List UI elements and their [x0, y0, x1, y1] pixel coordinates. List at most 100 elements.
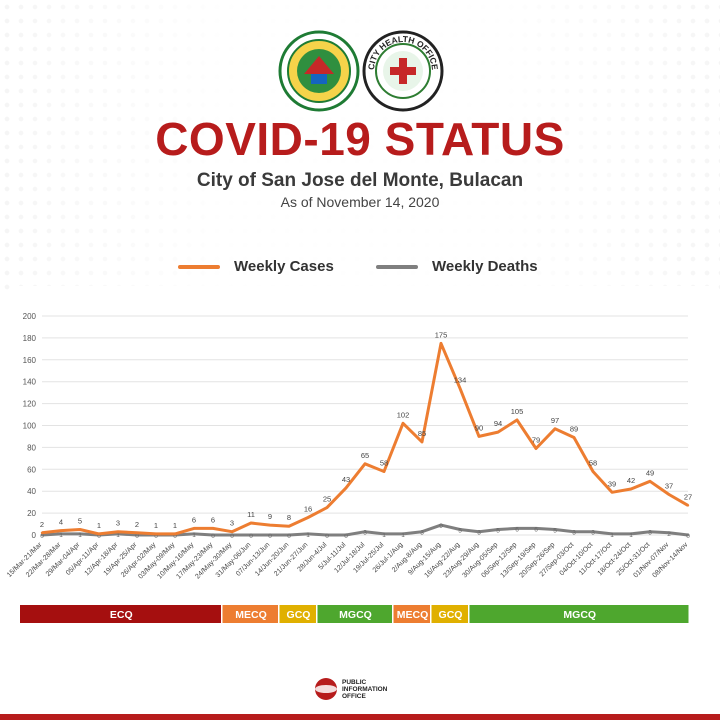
legend-swatch-cases — [178, 264, 220, 269]
cases-series-point — [306, 516, 310, 519]
deaths-series-point — [458, 528, 462, 531]
deaths-series-point — [344, 533, 348, 537]
cases-series-data-label: 5 — [78, 517, 82, 526]
y-tick-label: 140 — [23, 378, 37, 387]
page-subtitle: City of San Jose del Monte, Bulacan — [196, 170, 524, 191]
y-tick-label: 160 — [23, 356, 37, 365]
deaths-series-data-label: 3 — [477, 530, 481, 537]
cases-series-point — [116, 530, 120, 533]
cases-series-data-label: 79 — [532, 435, 540, 444]
cases-series-point — [382, 470, 386, 473]
y-tick-label: 40 — [27, 487, 36, 496]
cases-series-point — [97, 532, 101, 536]
cases-series-data-label: 1 — [154, 521, 158, 530]
deaths-series-data-label: 0 — [211, 533, 215, 540]
deaths-series-data-label: 0 — [154, 533, 158, 540]
deaths-series-data-label: 0 — [173, 533, 177, 540]
cases-series-point — [78, 528, 82, 531]
phase-band-mgcq — [469, 605, 689, 623]
cases-series-data-label: 58 — [589, 458, 597, 467]
cases-series-point — [553, 427, 557, 430]
y-tick-label: 60 — [27, 465, 36, 474]
legend-swatch-deaths — [376, 264, 418, 269]
cases-series-data-label: 11 — [247, 510, 255, 519]
deaths-series-point — [553, 528, 557, 531]
chart-legend: Weekly Cases Weekly Deaths — [0, 258, 720, 278]
cases-series-point — [667, 493, 671, 496]
deaths-series-data-label: 0 — [230, 533, 234, 540]
deaths-series-point — [686, 533, 690, 537]
deaths-series-data-label: 0 — [268, 533, 272, 540]
deaths-series-data-label: 1 — [629, 532, 633, 539]
deaths-series-point — [116, 532, 120, 536]
chart-panel — [10, 286, 710, 648]
deaths-series-point — [439, 523, 443, 527]
deaths-series-point — [420, 530, 424, 533]
cases-series-data-label: 8 — [287, 513, 291, 522]
cases-series-data-label: 9 — [268, 512, 272, 521]
deaths-series-data-label: 5 — [458, 528, 462, 535]
deaths-series-data-label: 9 — [439, 523, 443, 530]
cases-series-point — [534, 447, 538, 450]
deaths-series-data-label: 1 — [401, 532, 405, 539]
cases-series-data-label: 1 — [97, 521, 101, 530]
deaths-series-data-label: 6 — [515, 526, 519, 533]
deaths-series-data-label: 0 — [287, 533, 291, 540]
deaths-series-data-label: 1 — [192, 532, 196, 539]
deaths-series-point — [230, 533, 234, 537]
deaths-series-data-label: 1 — [116, 532, 120, 539]
cases-series-data-label: 90 — [475, 423, 483, 432]
pio-logo-line-2: INFORMATION — [342, 686, 388, 693]
page-title: COVID-19 STATUS — [155, 113, 565, 165]
deaths-series-data-label: 1 — [59, 532, 63, 539]
deaths-series-point — [249, 533, 253, 537]
deaths-series-point — [192, 532, 196, 536]
deaths-series-data-label: 2 — [667, 531, 671, 538]
phase-label: MECQ — [235, 609, 267, 621]
cases-series-point — [344, 486, 348, 490]
cases-series-data-label: 85 — [418, 429, 426, 438]
cases-series-point — [173, 532, 177, 536]
cases-series-point — [249, 521, 253, 525]
deaths-series-data-label: 0 — [135, 533, 139, 540]
deaths-series-data-label: 5 — [496, 528, 500, 535]
deaths-series-data-label: 5 — [553, 528, 557, 535]
cases-series-point — [648, 480, 652, 483]
cases-series-data-label: 25 — [323, 495, 331, 504]
deaths-series-point — [382, 532, 386, 536]
deaths-series-data-label: 3 — [363, 530, 367, 537]
cases-series-data-label: 65 — [361, 451, 369, 460]
cases-series-data-label: 27 — [684, 492, 692, 501]
deaths-series-point — [648, 530, 652, 533]
cases-series-point — [496, 430, 500, 434]
cases-series-point — [268, 523, 272, 527]
deaths-series-data-label: 1 — [306, 532, 310, 539]
deaths-series-data-label: 3 — [572, 530, 576, 537]
cases-series-data-label: 97 — [551, 416, 559, 425]
city-seal-icon — [278, 30, 360, 112]
cases-series-point — [572, 436, 576, 439]
cases-series-data-label: 2 — [40, 520, 44, 529]
cases-series-data-label: 6 — [192, 515, 196, 524]
deaths-series-point — [306, 532, 310, 536]
deaths-series-point — [629, 532, 633, 536]
y-tick-label: 100 — [23, 422, 37, 431]
weekly-covid-chart: 02040608010012014016018020015/Mar-21/Mar… — [6, 286, 710, 648]
cases-series-point — [59, 529, 63, 532]
deaths-series-data-label: 0 — [344, 533, 348, 540]
deaths-series-point — [610, 532, 614, 536]
deaths-series-point — [591, 530, 595, 533]
cases-series-data-label: 89 — [570, 425, 578, 434]
background-fade — [0, 0, 720, 290]
phase-label: GCQ — [439, 609, 463, 621]
deaths-series-point — [268, 533, 272, 537]
deaths-series-point — [287, 533, 291, 537]
phase-band-gcq — [431, 605, 468, 623]
cases-series-point — [401, 422, 405, 425]
deaths-series-point — [477, 530, 481, 533]
cases-series-point — [686, 504, 690, 507]
phase-label: MGCQ — [339, 609, 372, 621]
y-tick-label: 0 — [32, 531, 37, 540]
deaths-series-point — [363, 530, 367, 533]
cases-series-data-label: 2 — [135, 520, 139, 529]
